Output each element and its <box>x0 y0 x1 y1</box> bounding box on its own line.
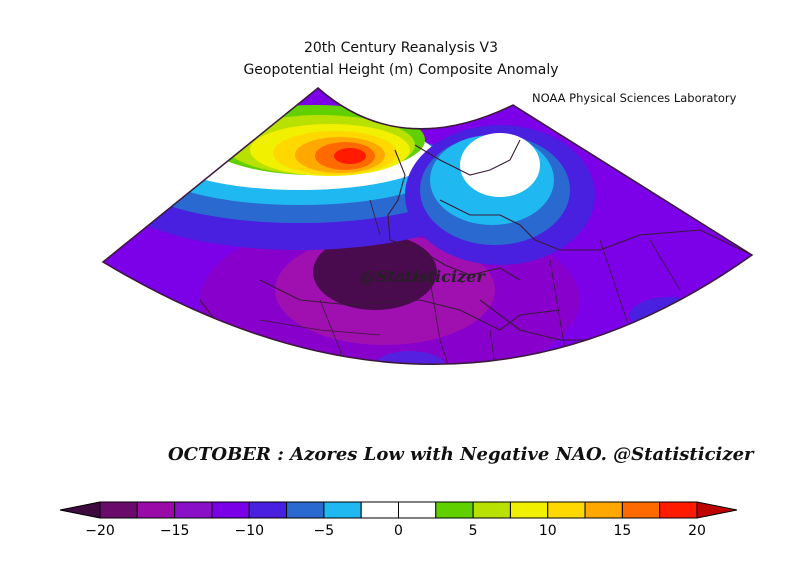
colorbar-cell <box>360 501 399 519</box>
colorbar-cell <box>435 501 474 519</box>
colorbar-cell <box>174 501 213 519</box>
map-caption: OCTOBER : Azores Low with Negative NAO. … <box>168 444 754 465</box>
colorbar-tick-label: 0 <box>394 523 403 539</box>
colorbar-cell <box>136 501 176 519</box>
credit-label: NOAA Physical Sciences Laboratory <box>532 91 737 105</box>
colorbar-tick-label: −5 <box>314 523 335 539</box>
contour-red <box>334 148 366 164</box>
map-outline <box>101 87 754 365</box>
colorbar-cell <box>211 501 250 519</box>
colorbar-tick-label: 15 <box>613 523 631 539</box>
colorbar-tick-label: 20 <box>688 523 706 539</box>
colorbar-cell <box>509 501 549 519</box>
colorbar-over-triangle <box>696 501 738 519</box>
colorbar-cell <box>621 501 661 519</box>
colorbar-cell <box>286 501 325 519</box>
colorbar-cell <box>584 501 623 519</box>
colorbar-under-triangle <box>59 501 101 519</box>
colorbar-tick-label: 10 <box>539 523 557 539</box>
colorbar-cell <box>323 501 362 519</box>
colorbar-cells <box>99 501 698 519</box>
colorbar-tick-label: −10 <box>234 523 264 539</box>
colorbar-tick-labels: −20 −15 −10 −5 0 5 10 15 20 <box>85 523 706 539</box>
contour-dark <box>313 234 437 310</box>
map-title-line2: Geopotential Height (m) Composite Anomal… <box>243 62 559 78</box>
colorbar-cell <box>659 501 698 519</box>
watermark: @Statisticizer <box>360 267 486 286</box>
colorbar-tick-label: 5 <box>469 523 478 539</box>
contour-blue-south <box>375 351 445 365</box>
colorbar-cell <box>99 501 138 519</box>
colorbar-cell <box>547 501 586 519</box>
colorbar-cell <box>248 501 288 519</box>
colorbar-tick-label: −20 <box>85 523 115 539</box>
map-title-line1: 20th Century Reanalysis V3 <box>303 40 499 56</box>
colorbar-tick-label: −15 <box>160 523 190 539</box>
colorbar-cell <box>472 501 511 519</box>
colorbar-cell <box>398 501 437 519</box>
